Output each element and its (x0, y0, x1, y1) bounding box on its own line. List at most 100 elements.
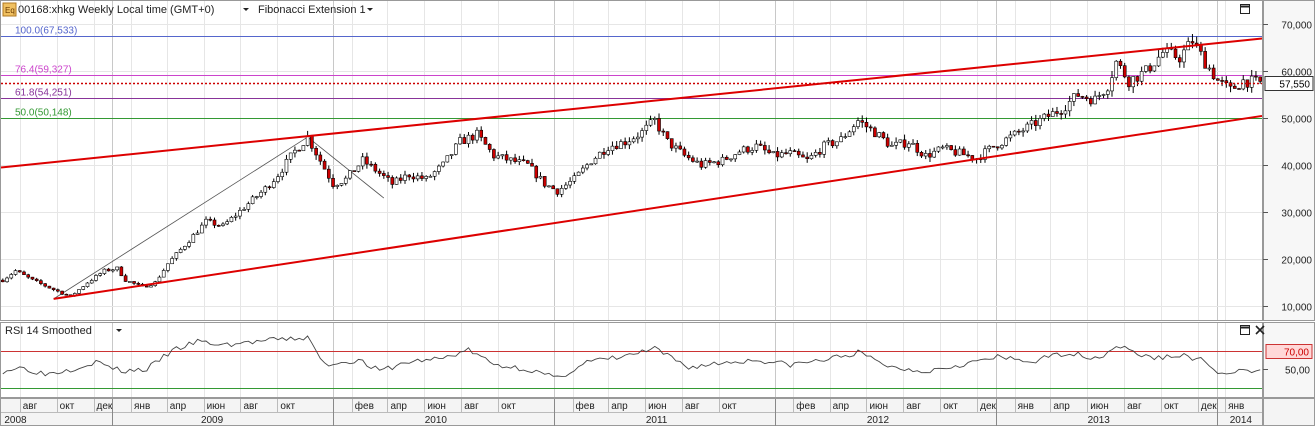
candle-body (915, 143, 920, 153)
candle-body (1211, 67, 1216, 80)
candle-body (250, 196, 255, 204)
candle-body (513, 157, 517, 162)
candle-body (1000, 145, 1004, 149)
candle-body (555, 188, 560, 195)
candle-body (335, 184, 340, 187)
candle-body (1101, 94, 1106, 96)
month-label: июн (207, 401, 226, 412)
candle-body (267, 186, 272, 189)
candle-body (39, 280, 43, 284)
candle-body (136, 283, 141, 285)
candle-body (195, 232, 200, 235)
month-label: июн (869, 401, 888, 412)
candle-body (593, 157, 598, 165)
candle-body (1190, 41, 1195, 44)
candle-body (102, 268, 107, 274)
candle-body (1241, 79, 1246, 90)
price-tick-label: 70,000 (1281, 21, 1312, 32)
candle-body (517, 159, 522, 162)
month-label: фев (355, 400, 374, 412)
rsi-title[interactable]: RSI 14 Smoothed (5, 325, 92, 337)
candle-body (724, 156, 729, 160)
candle-body (280, 171, 285, 177)
candle-body (441, 161, 445, 167)
candle-body (771, 151, 776, 154)
price-tick-label: 60,000 (1281, 68, 1312, 79)
candle-body (822, 141, 826, 155)
candle-body (1144, 65, 1148, 72)
fib-tool-line (307, 136, 385, 199)
price-panel-frame (0, 0, 1263, 321)
candle-body (661, 130, 666, 133)
candle-body (754, 143, 759, 151)
month-label: окт (501, 401, 516, 412)
rsi-line (2, 335, 1261, 377)
study-title[interactable]: Fibonacci Extension 1 (258, 4, 366, 16)
candle-body (360, 156, 365, 167)
candle-body (132, 281, 136, 284)
candle-body (606, 150, 611, 155)
price-axis: 10,000 20,000 30,000 40,000 50,000 60,000 70,0… (1263, 21, 1312, 314)
candle-body (454, 143, 458, 155)
candle-body (60, 290, 64, 295)
month-label: дек (97, 401, 113, 412)
candle-body (128, 281, 132, 283)
candle-body (1118, 60, 1123, 66)
rsi-dropdown-arrow-icon[interactable] (116, 329, 122, 332)
candle-body (521, 159, 526, 162)
month-label: янв (1018, 401, 1034, 412)
candle-body (906, 143, 911, 148)
candle-body (631, 138, 636, 143)
candle-body (1127, 76, 1131, 88)
candle-body (835, 141, 839, 147)
candle-body (1, 279, 5, 283)
candle-body (111, 269, 115, 272)
fib-level-label: 61.8(54,251) (15, 88, 72, 99)
candle-body (1089, 98, 1093, 105)
candle-body (77, 289, 81, 294)
price-maximize-icon[interactable] (1240, 4, 1250, 14)
candle-body (1177, 57, 1182, 63)
rsi-overbought-box (1265, 344, 1313, 359)
candle-body (123, 275, 128, 282)
candle-body (1232, 85, 1237, 89)
candle-body (1004, 137, 1008, 146)
symbol-header[interactable]: Eq 00168:xhkg Weekly Local time (GMT+0) (2, 2, 214, 17)
candle-body (170, 258, 174, 265)
candle-body (796, 150, 801, 156)
candle-body (212, 219, 217, 226)
study-header[interactable]: Fibonacci Extension 1 (258, 4, 366, 16)
candle-body (1080, 96, 1085, 98)
symbol-title[interactable]: 00168:xhkg Weekly Local time (GMT+0) (18, 4, 214, 16)
month-label: июн (1090, 401, 1109, 412)
candle-body (115, 266, 119, 271)
candle-body (496, 155, 500, 159)
symbol-dropdown-arrow-icon[interactable] (243, 8, 249, 11)
candle-body (492, 149, 496, 159)
fib-level-label: 100.0(67,533) (15, 26, 77, 37)
candle-body (432, 171, 437, 177)
candle-body (293, 149, 297, 154)
candle-body (352, 170, 357, 172)
candle-body (305, 135, 310, 146)
candle-body (830, 140, 835, 147)
candle-body (911, 143, 915, 145)
rsi-maximize-icon[interactable] (1240, 325, 1250, 335)
candle-body (271, 181, 276, 188)
trend-channel-line (53, 114, 1263, 300)
candle-body (56, 289, 60, 292)
candle-body (1228, 82, 1233, 87)
candle-body (98, 273, 102, 276)
study-dropdown-arrow-icon[interactable] (367, 8, 373, 11)
candle-body (525, 160, 530, 164)
candle-body (242, 209, 246, 211)
candle-body (614, 145, 619, 149)
candle-body (1097, 95, 1102, 97)
candle-body (1161, 52, 1165, 58)
rsi-close-icon[interactable] (1255, 325, 1265, 335)
candle-body (144, 285, 149, 288)
candle-body (166, 263, 170, 271)
fib-level-label: 50.0(50,148) (15, 108, 72, 119)
month-label: авг (243, 401, 258, 412)
